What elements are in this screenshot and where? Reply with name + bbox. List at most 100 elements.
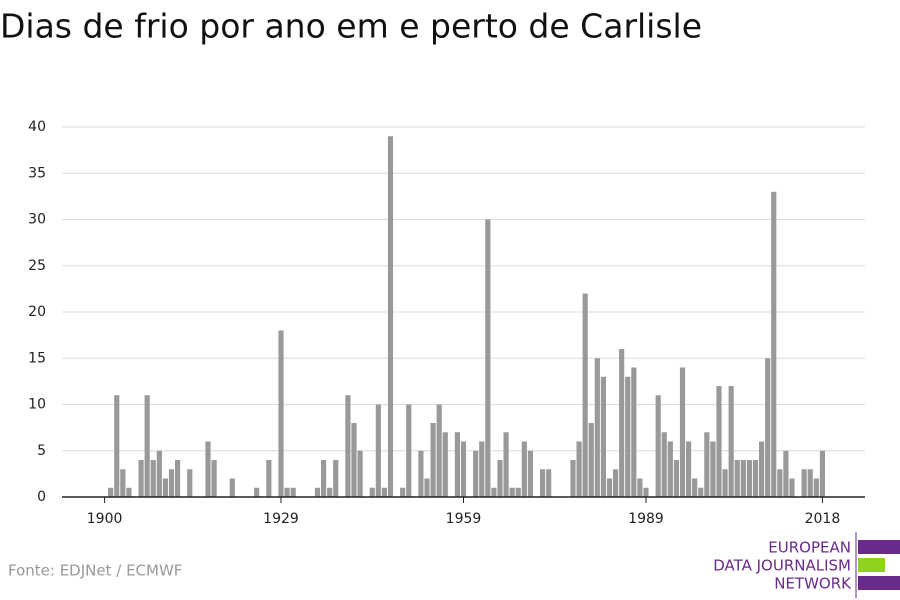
- bar: [400, 487, 406, 497]
- bar: [278, 330, 284, 497]
- chart-title: Dias de frio por ano em e perto de Carli…: [0, 7, 702, 46]
- logo-text: EUROPEAN: [768, 539, 851, 557]
- y-tick-label: 25: [28, 258, 46, 274]
- bar: [746, 460, 753, 497]
- y-tick-label: 30: [28, 212, 46, 228]
- bar: [527, 450, 534, 497]
- bar: [442, 432, 448, 497]
- y-tick-label: 0: [37, 489, 46, 505]
- bar: [570, 460, 576, 497]
- bar: [612, 469, 619, 497]
- logo-bar: [858, 558, 885, 572]
- bar: [661, 432, 667, 497]
- bar: [765, 358, 771, 497]
- bar: [424, 478, 430, 497]
- bar: [485, 219, 491, 497]
- x-tick-label: 1900: [87, 511, 123, 527]
- bar: [777, 469, 783, 497]
- source: Fonte: EDJNet / ECMWF: [8, 562, 182, 580]
- bar: [162, 478, 169, 497]
- bar: [320, 460, 327, 497]
- y-tick-label: 20: [28, 304, 46, 320]
- bar: [150, 460, 156, 497]
- bar: [692, 478, 698, 497]
- bar: [351, 423, 357, 497]
- bar: [740, 460, 746, 497]
- logo-bar: [858, 576, 900, 590]
- bar: [187, 469, 193, 497]
- bar: [679, 367, 686, 497]
- bar: [290, 487, 296, 497]
- bar: [625, 376, 631, 497]
- bar: [430, 423, 436, 497]
- bar: [576, 441, 582, 497]
- bar: [381, 487, 388, 497]
- bar: [588, 423, 594, 497]
- bar: [174, 460, 181, 497]
- bar: [667, 441, 673, 497]
- bar: [108, 487, 114, 497]
- bar: [479, 441, 485, 497]
- bar: [205, 441, 211, 497]
- bar: [655, 395, 661, 497]
- y-tick-label: 5: [37, 443, 46, 459]
- bar: [473, 450, 479, 497]
- bar: [211, 460, 217, 497]
- bar: [643, 487, 649, 497]
- x-tick-label: 1929: [263, 511, 299, 527]
- bar: [716, 386, 722, 497]
- bar: [229, 478, 235, 497]
- bar: [314, 487, 321, 497]
- bar: [734, 460, 740, 497]
- bar: [685, 441, 692, 497]
- bar: [594, 358, 600, 497]
- bar: [454, 432, 461, 497]
- bar: [783, 450, 789, 497]
- bar: [710, 441, 716, 497]
- bar: [387, 136, 394, 497]
- bar: [771, 191, 777, 497]
- bar: [436, 404, 442, 497]
- bar: [673, 460, 680, 497]
- bar: [406, 404, 412, 497]
- x-tick-label: 1989: [628, 511, 664, 527]
- bar: [460, 441, 467, 497]
- bar: [752, 460, 759, 497]
- y-tick-label: 10: [28, 397, 46, 413]
- bar: [637, 478, 643, 497]
- x-tick-label: 1959: [446, 511, 482, 527]
- bar: [357, 450, 363, 497]
- bar: [144, 395, 150, 497]
- x-tick-label: 2018: [805, 511, 841, 527]
- logo-bar: [858, 540, 900, 554]
- bar: [789, 478, 795, 497]
- bar: [375, 404, 381, 497]
- bar: [704, 432, 710, 497]
- bar: [327, 487, 333, 497]
- bar: [345, 395, 351, 497]
- bar: [521, 441, 527, 497]
- logo-text: DATA JOURNALISM: [713, 557, 851, 575]
- bar: [491, 487, 497, 497]
- bar: [698, 487, 704, 497]
- bar: [138, 460, 144, 497]
- bar: [515, 487, 521, 497]
- bar: [728, 386, 734, 497]
- bar: [619, 349, 625, 497]
- bar: [284, 487, 290, 497]
- bar: [582, 293, 588, 497]
- bar: [156, 450, 162, 497]
- bar: [266, 460, 272, 497]
- bar: [546, 469, 552, 497]
- bar: [801, 469, 807, 497]
- y-tick-label: 40: [28, 119, 46, 135]
- bar: [509, 487, 515, 497]
- bar: [126, 487, 132, 497]
- bar: [168, 469, 175, 497]
- bar: [120, 469, 126, 497]
- bar: [606, 478, 613, 497]
- bar: [758, 441, 765, 497]
- y-tick-label: 35: [28, 165, 46, 181]
- bar: [497, 460, 503, 497]
